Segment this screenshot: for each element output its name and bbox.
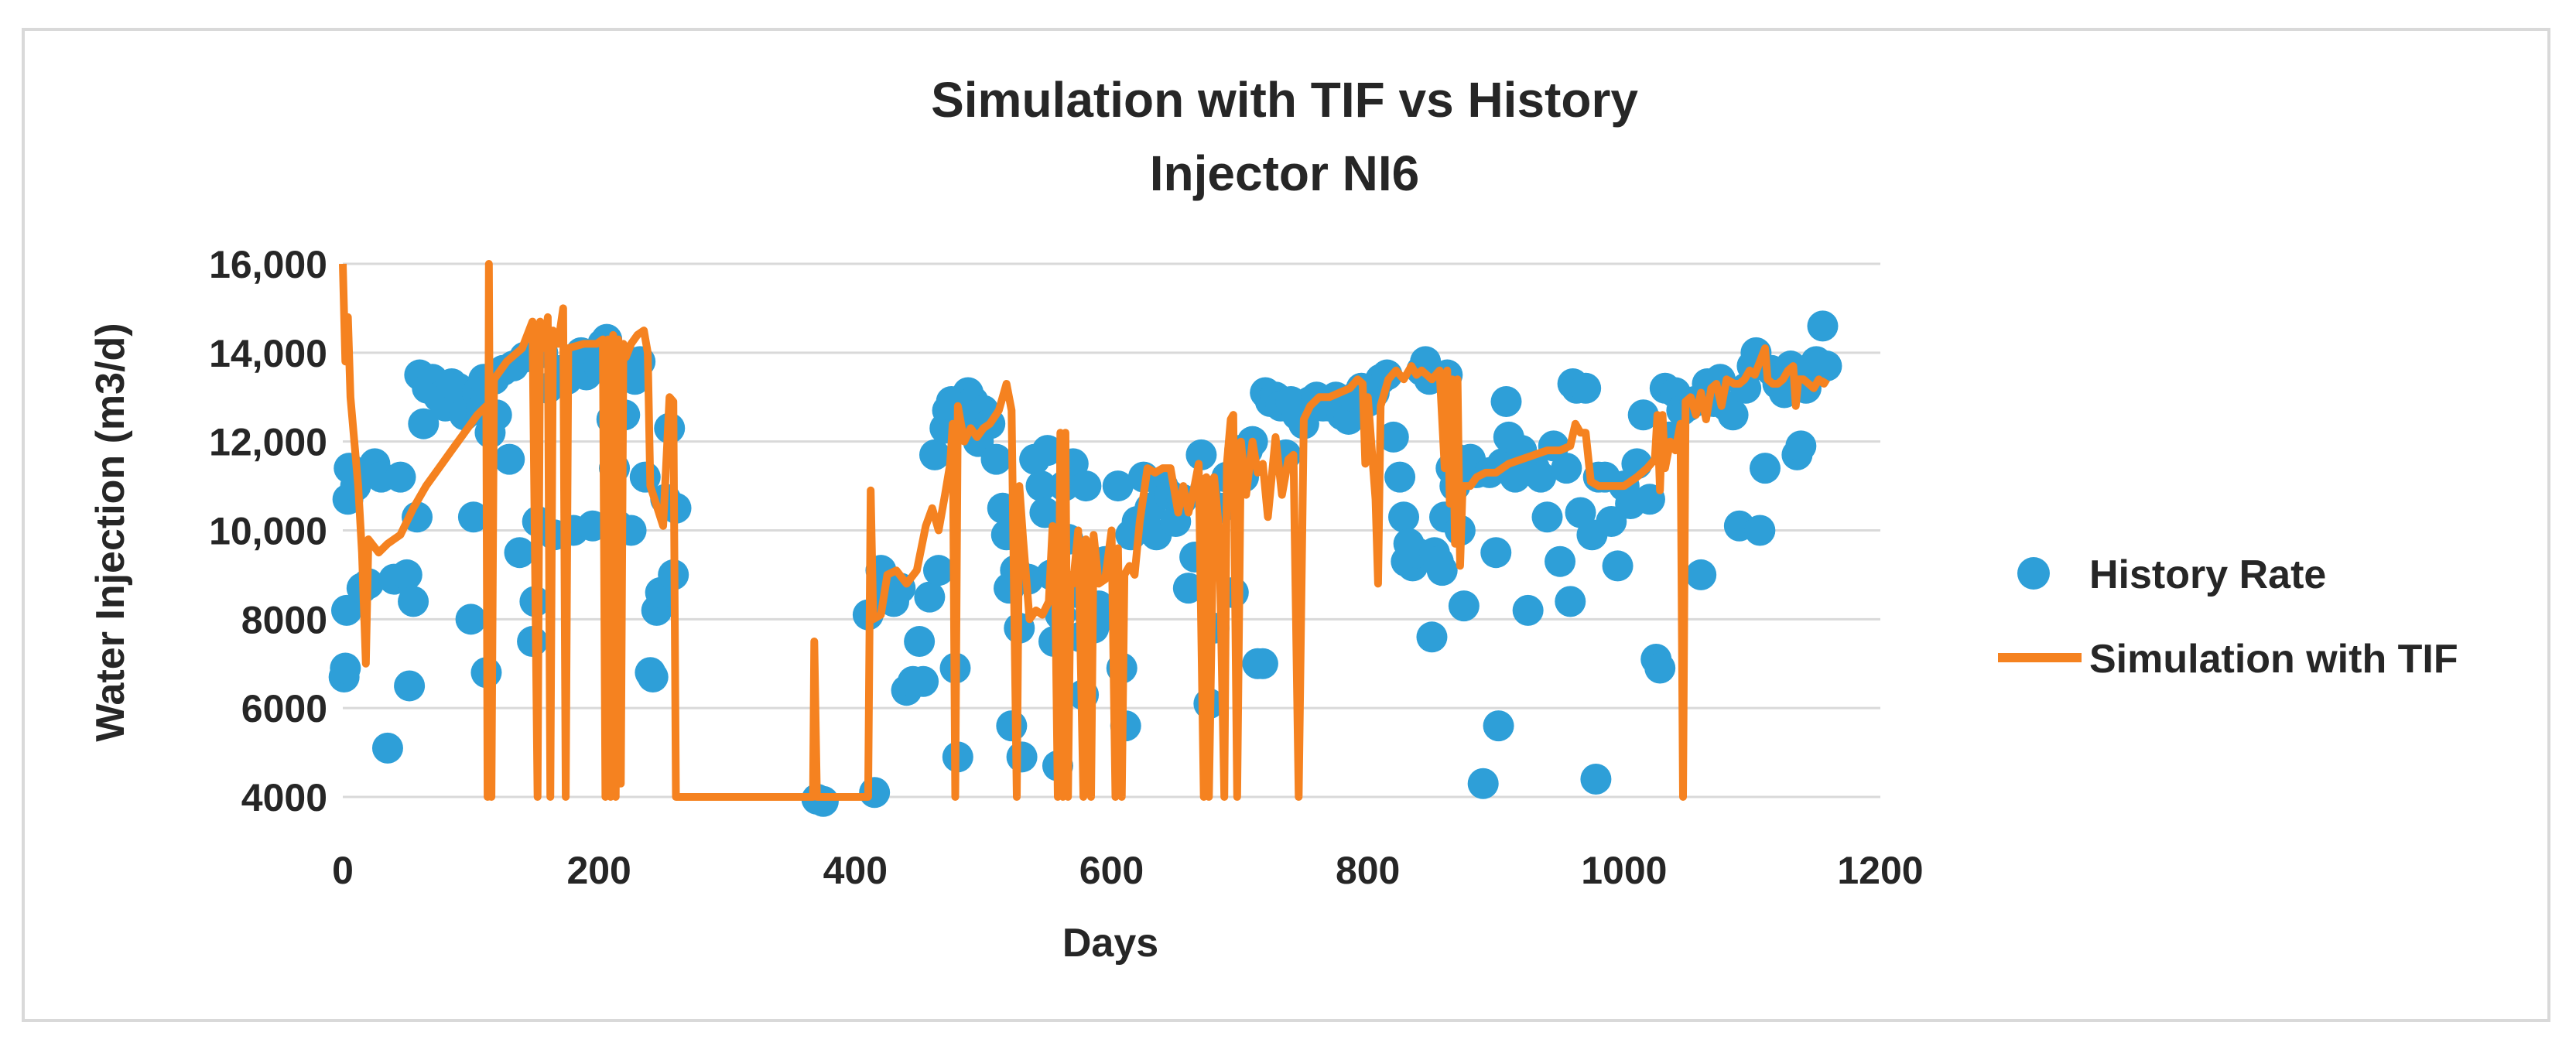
history-rate-point — [1512, 594, 1544, 626]
history-rate-point — [455, 604, 487, 635]
legend: History Rate Simulation with TIF — [1998, 552, 2458, 682]
history-rate-point — [1416, 621, 1448, 653]
x-tick-label: 800 — [1336, 849, 1400, 892]
history-rate-point — [1811, 350, 1842, 382]
history-rate-point — [859, 777, 891, 809]
history-rate-point — [398, 586, 429, 617]
history-rate-point — [1070, 470, 1102, 502]
history-rate-point — [1785, 430, 1817, 462]
history-rate-point — [1551, 453, 1582, 484]
history-rate-point — [1531, 501, 1563, 533]
x-tick-label: 400 — [823, 849, 888, 892]
history-rate-point — [1525, 461, 1557, 493]
history-rate-point — [1580, 764, 1612, 795]
history-rate-point — [394, 670, 426, 702]
history-rate-point — [1480, 537, 1512, 569]
y-axis-label: Water Injection (m3/d) — [88, 323, 133, 741]
history-rate-point — [1031, 435, 1063, 467]
history-rate-point — [457, 501, 489, 533]
history-rate-point — [996, 710, 1028, 742]
history-rate-point — [1570, 372, 1602, 404]
history-rate-point — [1807, 310, 1839, 342]
history-rate-point — [1448, 590, 1480, 622]
history-rate-point — [1025, 470, 1057, 502]
axes: 4000 6000 8000 10,000 12,000 14,000 16,000 0 200… — [209, 243, 1924, 892]
history-rate-point — [637, 661, 669, 692]
x-tick-label: 600 — [1079, 849, 1144, 892]
history-rate-point — [1006, 741, 1038, 773]
x-axis-label: Days — [1062, 921, 1158, 966]
history-rate-point — [1555, 586, 1586, 617]
x-tick-label: 1200 — [1837, 849, 1923, 892]
history-rate-point — [914, 581, 946, 613]
history-rate-point — [1185, 439, 1217, 470]
history-rate-point — [330, 652, 361, 684]
history-rate-point — [1749, 453, 1781, 484]
history-rate-point — [1102, 470, 1134, 502]
history-rate-point — [1602, 550, 1634, 582]
history-rate-point — [1247, 648, 1278, 679]
history-rate-point — [1717, 399, 1749, 431]
history-rate-point — [385, 461, 416, 493]
simulation-line — [339, 260, 1830, 801]
history-rate-point — [1627, 399, 1659, 431]
history-rate-point — [504, 537, 535, 569]
history-rate-point — [371, 732, 403, 764]
gridlines — [343, 262, 1880, 798]
y-tick-label: 16,000 — [209, 243, 327, 286]
chart-subtitle: Injector NI6 — [1150, 145, 1420, 201]
history-rate-point — [1490, 385, 1522, 417]
chart-title: Simulation with TIF vs History — [931, 72, 1638, 128]
history-rate-point — [904, 626, 936, 658]
history-rate-point — [1384, 461, 1416, 493]
y-tick-label: 10,000 — [209, 510, 327, 553]
history-rate-point — [1426, 555, 1458, 586]
history-rate-point — [1172, 573, 1204, 604]
history-rate-point — [1377, 421, 1409, 453]
x-tick-label: 200 — [566, 849, 631, 892]
y-tick-label: 14,000 — [209, 332, 327, 375]
history-rate-point — [330, 594, 362, 626]
history-rate-point — [391, 559, 422, 590]
history-rate-point — [1685, 559, 1717, 590]
history-rate-point — [919, 439, 950, 470]
history-rate-point — [1467, 768, 1499, 799]
x-tick-label: 1000 — [1581, 849, 1667, 892]
y-tick-label: 6000 — [241, 687, 327, 730]
history-rate-point — [1483, 710, 1514, 742]
history-rate-point — [1744, 515, 1776, 546]
history-rate-point — [494, 443, 525, 475]
chart-frame — [22, 28, 2550, 1022]
history-rate-point — [1644, 652, 1676, 684]
x-tick-label: 0 — [332, 849, 354, 892]
history-rate-point — [908, 665, 939, 697]
legend-label-simulation: Simulation with TIF — [2089, 637, 2458, 682]
history-rate-point — [980, 443, 1012, 475]
legend-marker-history-rate — [2017, 557, 2050, 590]
simulation-series — [339, 260, 1830, 801]
history-rate-point — [408, 408, 440, 439]
legend-label-history-rate: History Rate — [2089, 552, 2326, 597]
y-tick-label: 12,000 — [209, 421, 327, 464]
history-rate-point — [922, 555, 954, 586]
history-rate-point — [1029, 497, 1061, 528]
history-rate-point — [1388, 501, 1420, 533]
history-rate-point — [1545, 545, 1576, 577]
y-tick-label: 4000 — [241, 776, 327, 819]
y-tick-label: 8000 — [241, 598, 327, 641]
